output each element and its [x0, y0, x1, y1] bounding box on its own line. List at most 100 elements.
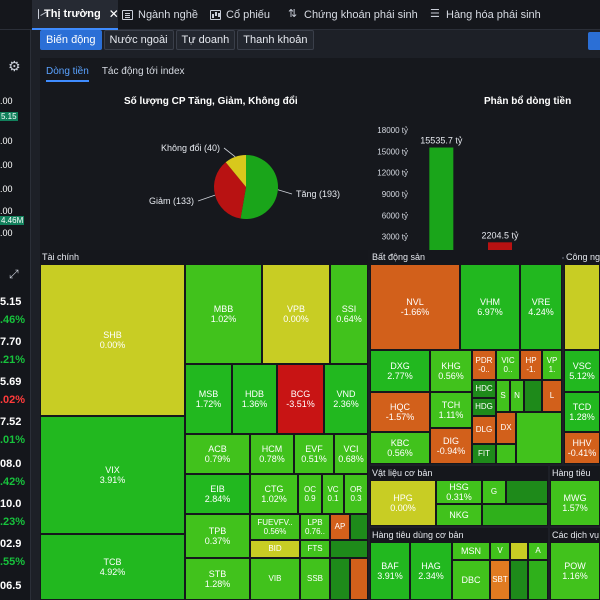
subtab-thanh-khoan[interactable]: Thanh khoản	[237, 30, 314, 50]
gear-icon[interactable]: ⚙	[8, 58, 21, 74]
stock-cell-fts[interactable]: FTS	[300, 540, 330, 558]
stock-cell-dbc[interactable]: DBC	[452, 560, 490, 600]
tab-tac-dong-toi-index[interactable]: Tác động tới index	[101, 66, 185, 77]
stock-cell-small[interactable]	[350, 558, 368, 600]
subtab-tu-doanh[interactable]: Tự doanh	[175, 30, 236, 50]
stock-cell-vhm[interactable]: VHM 6.97%	[460, 264, 520, 350]
stock-cell-vc[interactable]: VC 0.1	[322, 474, 344, 514]
stock-cell-hp[interactable]: HP -1.	[520, 350, 542, 380]
stock-cell-khg[interactable]: KHG 0.56%	[430, 350, 472, 392]
stock-cell-vnd[interactable]: VND 2.36%	[324, 364, 368, 434]
stock-cell-vpb[interactable]: VPB 0.00%	[262, 264, 330, 364]
stock-cell-bid[interactable]: BID	[250, 540, 300, 558]
stock-cell-pdr[interactable]: PDR -0..	[472, 350, 496, 380]
stock-cell-hag[interactable]: HAG 2.34%	[410, 542, 452, 600]
stock-cell-dxg[interactable]: DXG 2.77%	[370, 350, 430, 392]
tab-hang-hoa-phai-sinh[interactable]: Hàng hóa phái sinh	[430, 0, 541, 30]
subtab-nuoc-ngoai[interactable]: Nước ngoài	[103, 30, 174, 50]
stock-cell-tcb[interactable]: TCB 4.92%	[40, 534, 185, 600]
stock-cell-msb[interactable]: MSB 1.72%	[185, 364, 232, 434]
stock-cell-dlg[interactable]: DLG	[472, 416, 496, 444]
stock-change: 0.76..	[304, 527, 325, 536]
stock-cell-ap[interactable]: AP	[330, 514, 350, 540]
stock-cell-vre[interactable]: VRE 4.24%	[520, 264, 562, 350]
stock-cell-mwg[interactable]: MWG 1.57%	[550, 480, 600, 526]
pie-slice-0[interactable]	[240, 155, 278, 219]
stock-cell-hdb[interactable]: HDB 1.36%	[232, 364, 277, 434]
stock-cell-small[interactable]	[330, 558, 350, 600]
close-icon[interactable]: ✕	[108, 7, 119, 21]
stock-cell-small[interactable]	[528, 560, 548, 600]
stock-cell-hcm[interactable]: HCM 0.78%	[250, 434, 294, 474]
stock-cell-small[interactable]	[524, 380, 542, 412]
stock-cell-small[interactable]	[482, 504, 548, 526]
stock-cell-small[interactable]	[510, 560, 528, 600]
stock-cell-mbb[interactable]: MBB 1.02%	[185, 264, 262, 364]
stock-cell-a[interactable]: A	[528, 542, 548, 560]
stock-cell-dx[interactable]: DX	[496, 412, 516, 444]
stock-cell-nkg[interactable]: NKG	[436, 504, 482, 526]
stock-cell-sbt[interactable]: SBT	[490, 560, 510, 600]
stock-cell-msn[interactable]: MSN	[452, 542, 490, 560]
stock-cell-hhv[interactable]: HHV -0.41%	[564, 432, 600, 464]
stock-cell-g[interactable]: G	[482, 480, 506, 504]
stock-cell-dig[interactable]: DIG -0.94%	[430, 428, 472, 464]
stock-cell-kbc[interactable]: KBC 0.56%	[370, 432, 430, 464]
tab-dong-tien[interactable]: Dòng tiền	[46, 66, 89, 82]
stock-cell-baf[interactable]: BAF 3.91%	[370, 542, 410, 600]
stock-cell-small[interactable]	[516, 412, 562, 464]
tab-nganh-nghe[interactable]: Ngành nghề	[122, 0, 198, 30]
pie-slice-1[interactable]	[214, 162, 246, 219]
stock-cell-tch[interactable]: TCH 1.11%	[430, 392, 472, 428]
stock-cell-pow[interactable]: POW 1.16%	[550, 542, 600, 600]
stock-cell-l[interactable]: L	[542, 380, 562, 412]
stock-cell-vp[interactable]: VP 1.	[542, 350, 562, 380]
stock-symbol: SHB	[103, 329, 122, 340]
stock-cell-tcd[interactable]: TCD 1.28%	[564, 392, 600, 432]
stock-cell-small[interactable]	[330, 540, 368, 558]
stock-cell-ctg[interactable]: CTG 1.02%	[250, 474, 298, 514]
stock-cell-v[interactable]: V	[490, 542, 510, 560]
stock-cell-or[interactable]: OR 0.3	[344, 474, 368, 514]
stock-cell-ssi[interactable]: SSI 0.64%	[330, 264, 368, 364]
stock-cell-small[interactable]	[506, 480, 548, 504]
stock-cell-vsc[interactable]: VSC 5.12%	[564, 350, 600, 392]
side-panel-toggle-button[interactable]	[588, 32, 600, 50]
stock-cell-vic[interactable]: VIC 0..	[496, 350, 520, 380]
stock-cell-shb[interactable]: SHB 0.00%	[40, 264, 185, 416]
stock-cell-small[interactable]	[350, 514, 368, 540]
stock-cell-eib[interactable]: EIB 2.84%	[185, 474, 250, 514]
stock-cell-hsg[interactable]: HSG 0.31%	[436, 480, 482, 504]
stock-cell-hpg[interactable]: HPG 0.00%	[370, 480, 436, 526]
stock-cell-vix[interactable]: VIX 3.91%	[40, 416, 185, 534]
stock-cell-small[interactable]	[496, 444, 516, 464]
stock-cell-fuevfv[interactable]: FUEVFV.. 0.56%	[250, 514, 300, 540]
stock-cell-tpb[interactable]: TPB 0.37%	[185, 514, 250, 558]
stock-cell-n[interactable]: N	[510, 380, 524, 412]
stock-cell-acb[interactable]: ACB 0.79%	[185, 434, 250, 474]
pie-slice-2[interactable]	[225, 155, 246, 187]
stock-cell-stb[interactable]: STB 1.28%	[185, 558, 250, 600]
stock-cell-hdc[interactable]: HDC	[472, 380, 496, 398]
stock-cell-hdg[interactable]: HDG	[472, 398, 496, 416]
stock-cell-hqc[interactable]: HQC -1.57%	[370, 392, 430, 432]
stock-cell-vci[interactable]: VCI 0.68%	[334, 434, 368, 474]
stock-cell-nvl[interactable]: NVL -1.66%	[370, 264, 460, 350]
stock-cell-bcg[interactable]: BCG -3.51%	[277, 364, 324, 434]
line-chart-icon	[38, 9, 39, 19]
stock-cell-small[interactable]	[564, 264, 600, 350]
stock-cell-oc[interactable]: OC 0.9	[298, 474, 322, 514]
stock-cell-small[interactable]	[510, 542, 528, 560]
bar-0[interactable]	[429, 147, 454, 258]
tab-co-phieu[interactable]: Cổ phiếu	[210, 0, 270, 30]
tab-chung-khoan-phai-sinh[interactable]: Chứng khoán phái sinh	[288, 0, 418, 30]
tab-thi-truong[interactable]: Thị trường ✕	[32, 0, 119, 30]
stock-cell-s[interactable]: S	[496, 380, 510, 412]
stock-cell-evf[interactable]: EVF 0.51%	[294, 434, 334, 474]
stock-cell-fit[interactable]: FIT	[472, 444, 496, 464]
stock-cell-vib[interactable]: VIB	[250, 558, 300, 600]
stock-cell-ssb[interactable]: SSB	[300, 558, 330, 600]
subtab-bien-dong[interactable]: Biến động	[40, 30, 102, 50]
stock-cell-lpb[interactable]: LPB 0.76..	[300, 514, 330, 540]
expand-icon[interactable]: ⤢	[9, 267, 19, 281]
